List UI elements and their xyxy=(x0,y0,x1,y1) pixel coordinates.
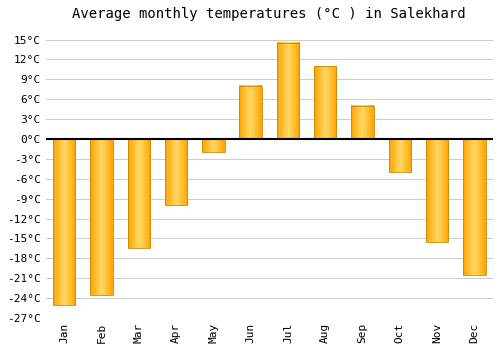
Bar xyxy=(90,139,112,295)
Bar xyxy=(352,106,374,139)
Bar xyxy=(165,139,188,205)
Title: Average monthly temperatures (°C ) in Salekhard: Average monthly temperatures (°C ) in Sa… xyxy=(72,7,466,21)
Bar xyxy=(314,66,336,139)
Bar xyxy=(128,139,150,248)
Bar xyxy=(202,139,224,152)
Bar xyxy=(463,139,485,275)
Bar xyxy=(426,139,448,242)
Bar xyxy=(240,86,262,139)
Bar xyxy=(277,43,299,139)
Bar xyxy=(53,139,76,305)
Bar xyxy=(388,139,411,172)
